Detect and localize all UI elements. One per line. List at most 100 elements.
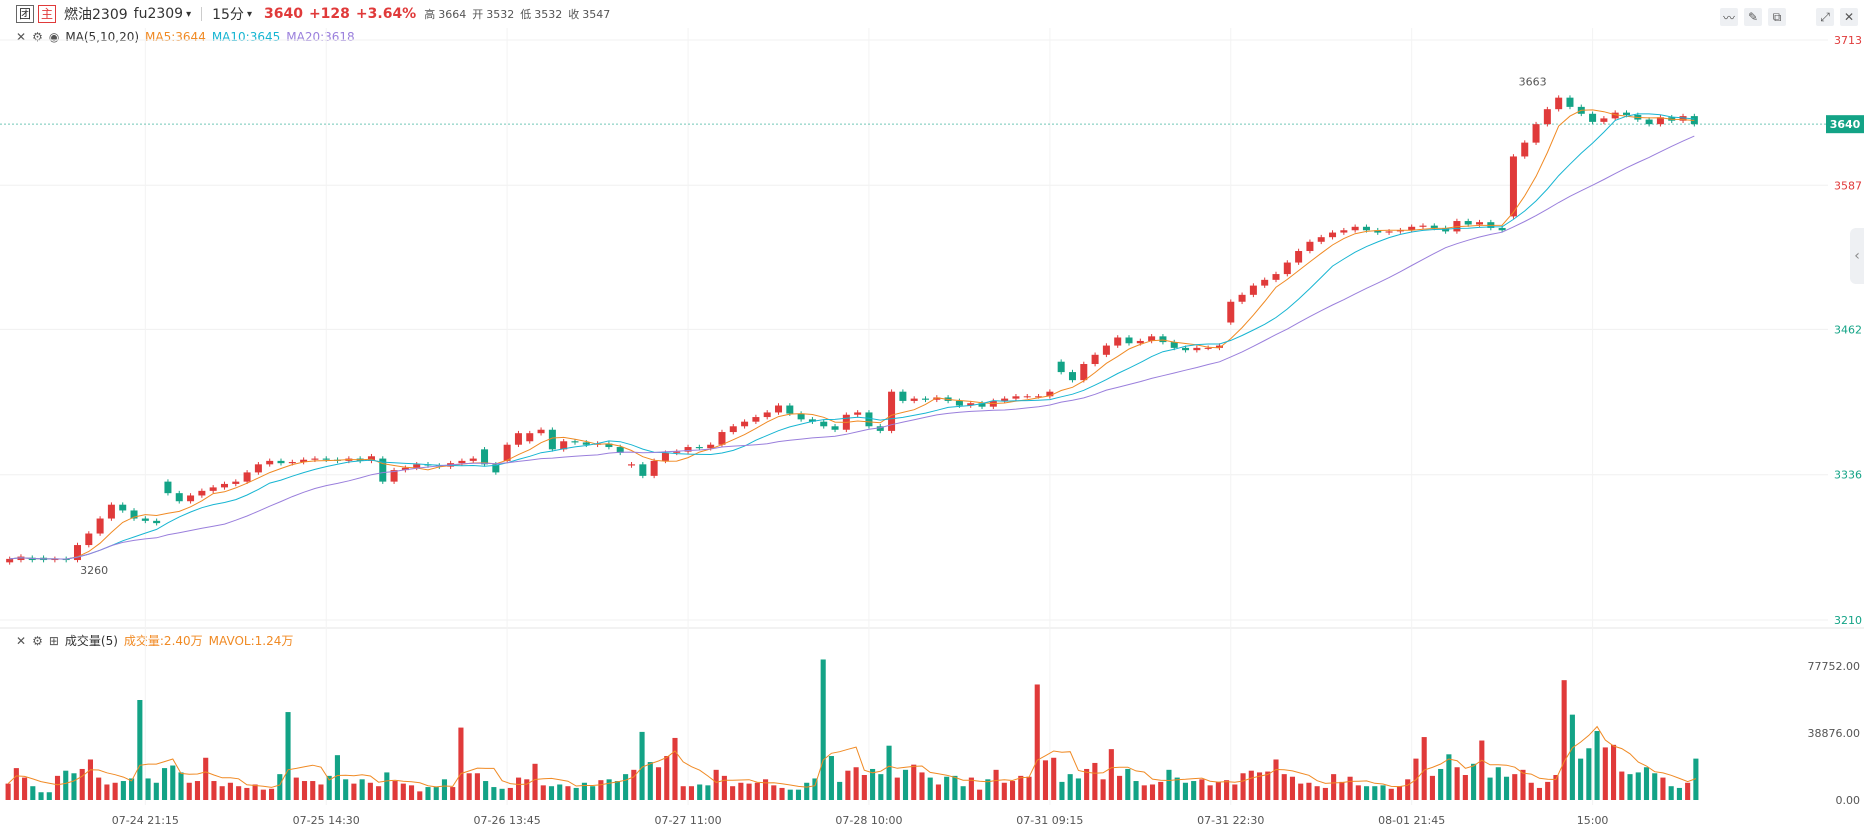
- side-panel-toggle-icon[interactable]: ‹: [1850, 228, 1864, 284]
- candle-body: [1611, 112, 1619, 119]
- current-price-label: 3640: [1830, 118, 1861, 131]
- volume-bar: [1331, 774, 1337, 800]
- candle-body: [1261, 279, 1269, 286]
- volume-bar: [935, 784, 941, 800]
- volume-bar: [285, 712, 291, 800]
- volume-bar: [1166, 769, 1172, 800]
- volume-bar: [112, 782, 118, 800]
- volume-bar: [1429, 775, 1435, 800]
- candle-body: [6, 558, 14, 563]
- add-indicator-icon[interactable]: ⊞: [48, 633, 59, 648]
- volume-bar: [507, 787, 513, 800]
- volume-bar: [491, 787, 497, 800]
- volume-bar: [1685, 782, 1691, 800]
- candle-body: [243, 472, 251, 482]
- candle-body: [1170, 342, 1178, 348]
- candle-body: [820, 421, 828, 427]
- volume-bar: [1018, 775, 1024, 800]
- volume-bar: [820, 659, 826, 800]
- chart-toolbar: 〰 ✎ ⧉ ⤢ ✕: [1720, 8, 1858, 26]
- volume-bar: [548, 786, 555, 800]
- volume-bar: [318, 784, 324, 800]
- volume-bar: [96, 777, 102, 800]
- candle-body: [1012, 396, 1020, 399]
- candle-body: [1543, 109, 1551, 125]
- period-selector[interactable]: 15分: [212, 7, 244, 23]
- volume-bar: [1471, 763, 1477, 800]
- mavol-line: [7, 725, 1697, 788]
- volume-bar: [590, 786, 596, 800]
- volume-bar: [1553, 775, 1559, 800]
- group-icon[interactable]: 团: [16, 5, 34, 23]
- indicator-icon[interactable]: 〰: [1720, 8, 1738, 26]
- symbol-dropdown-icon[interactable]: ▾: [186, 8, 192, 20]
- volume-bar: [79, 768, 85, 800]
- volume-bar: [1133, 781, 1139, 800]
- candle-body: [187, 495, 195, 502]
- candle-style-icon[interactable]: ⧉: [1768, 8, 1786, 26]
- candle-body: [85, 533, 93, 546]
- main-contract-icon[interactable]: 主: [38, 5, 56, 23]
- volume-bar: [499, 788, 505, 800]
- volume-bar: [606, 779, 612, 800]
- close-label: 收: [568, 8, 580, 21]
- volume-bar: [1388, 788, 1394, 800]
- volume-bar: [351, 783, 357, 800]
- settings-ma-icon[interactable]: ⚙: [32, 30, 43, 44]
- volume-bar: [870, 768, 876, 800]
- volume-bar: [178, 772, 184, 800]
- volume-bar: [631, 769, 637, 800]
- close-icon[interactable]: ✕: [1840, 8, 1858, 26]
- candle-body: [718, 432, 726, 445]
- candle-body: [401, 467, 409, 471]
- period-dropdown-icon[interactable]: ▾: [246, 8, 252, 20]
- open-label: 开: [472, 8, 484, 21]
- candle-body: [379, 458, 387, 482]
- volume-bar: [795, 789, 802, 800]
- draw-icon[interactable]: ✎: [1744, 8, 1762, 26]
- candle-body: [1351, 226, 1359, 231]
- candle-body: [673, 451, 681, 453]
- low-label: 低: [520, 8, 532, 21]
- volume-bar: [194, 781, 201, 800]
- volume-bar: [911, 764, 917, 800]
- volume-bar: [1224, 780, 1230, 800]
- price-tick-label: 3713: [1834, 34, 1862, 47]
- volume-bar: [384, 772, 390, 800]
- volume-bar: [137, 700, 143, 800]
- candle-body: [854, 412, 862, 415]
- fullscreen-icon[interactable]: ⤢: [1816, 8, 1834, 26]
- candle-body: [1589, 113, 1597, 122]
- candle-body: [198, 490, 206, 496]
- volume-bar: [919, 772, 925, 800]
- symbol-code[interactable]: fu2309: [133, 6, 184, 22]
- volume-bar: [153, 782, 159, 800]
- high-label: 高: [424, 8, 436, 21]
- volume-bar: [129, 778, 135, 800]
- volume-bar: [293, 777, 299, 800]
- volume-bar: [71, 773, 77, 800]
- volume-bar: [927, 777, 933, 800]
- candle-body: [1306, 241, 1314, 252]
- volume-bar: [1676, 787, 1682, 800]
- ma20-line: [9, 135, 1695, 560]
- volume-bar: [1487, 777, 1493, 800]
- candle-body: [661, 452, 669, 461]
- volume-bar: [161, 768, 168, 800]
- close-ma-icon[interactable]: ✕: [16, 30, 27, 44]
- settings-vol-icon[interactable]: ⚙: [32, 633, 43, 648]
- volume-bar: [1594, 731, 1600, 800]
- candle-body: [639, 464, 647, 476]
- volume-bar: [22, 777, 28, 800]
- eye-icon[interactable]: ◉: [48, 30, 60, 44]
- volume-bar: [1281, 774, 1287, 800]
- volume-bar: [598, 780, 604, 800]
- volume-bar: [1034, 684, 1040, 800]
- symbol-name[interactable]: 燃油2309: [64, 7, 128, 23]
- candle-body: [876, 426, 884, 431]
- close-vol-icon[interactable]: ✕: [16, 633, 27, 648]
- candle-body: [266, 460, 274, 465]
- candle-body: [514, 433, 522, 445]
- volume-bar: [1289, 776, 1296, 800]
